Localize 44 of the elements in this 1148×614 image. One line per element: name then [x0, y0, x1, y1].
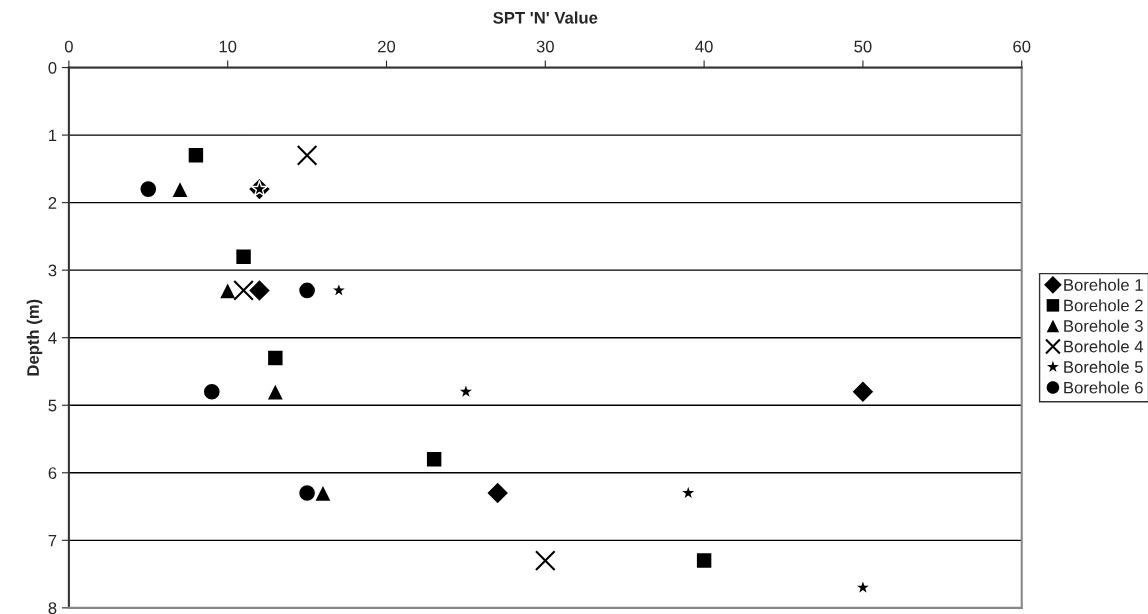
legend-label: Borehole 4 — [1064, 340, 1144, 353]
y-tick-label: 1 — [49, 129, 57, 142]
point — [534, 550, 556, 571]
point — [250, 179, 269, 197]
y-tick-label: 8 — [48, 602, 57, 614]
point — [297, 281, 317, 300]
point — [202, 382, 222, 401]
point — [266, 382, 285, 401]
point — [296, 144, 318, 166]
point — [266, 349, 284, 367]
point — [218, 281, 237, 300]
legend-label: Borehole 2 — [1064, 299, 1143, 312]
point — [170, 179, 190, 199]
y-tick-label: 6 — [48, 467, 57, 479]
y-tick-label: 4 — [48, 332, 57, 344]
point — [297, 483, 317, 503]
x-tick-label: 50 — [854, 40, 872, 53]
x-tick-label: 60 — [1013, 40, 1031, 53]
point — [233, 280, 254, 301]
x-tick-label: 10 — [219, 40, 237, 53]
legend-label: Borehole 5 — [1064, 360, 1143, 373]
x-tick-label: 40 — [695, 40, 713, 53]
x-tick-label: 30 — [536, 40, 554, 53]
y-tick-label: 5 — [48, 399, 57, 412]
legend-label: Borehole 3 — [1064, 319, 1143, 332]
point — [695, 551, 713, 570]
point — [187, 146, 205, 164]
y-tick-label: 7 — [48, 534, 57, 547]
point — [425, 450, 443, 468]
y-tick-label: 2 — [48, 197, 57, 209]
point — [247, 278, 272, 303]
y-axis-title: Depth (m) — [26, 299, 43, 376]
legend-label: Borehole 6 — [1064, 381, 1143, 394]
point — [234, 248, 253, 266]
x-tick-label: 20 — [378, 40, 396, 53]
point — [139, 179, 158, 199]
y-tick-label: 3 — [48, 264, 57, 277]
x-tick-label: 0 — [64, 40, 73, 53]
point — [851, 379, 875, 404]
x-axis-title: SPT 'N' Value — [493, 11, 598, 24]
point — [485, 481, 510, 505]
point — [313, 483, 333, 503]
y-tick-label: 0 — [48, 61, 57, 74]
legend-label: Borehole 1 — [1064, 278, 1143, 291]
